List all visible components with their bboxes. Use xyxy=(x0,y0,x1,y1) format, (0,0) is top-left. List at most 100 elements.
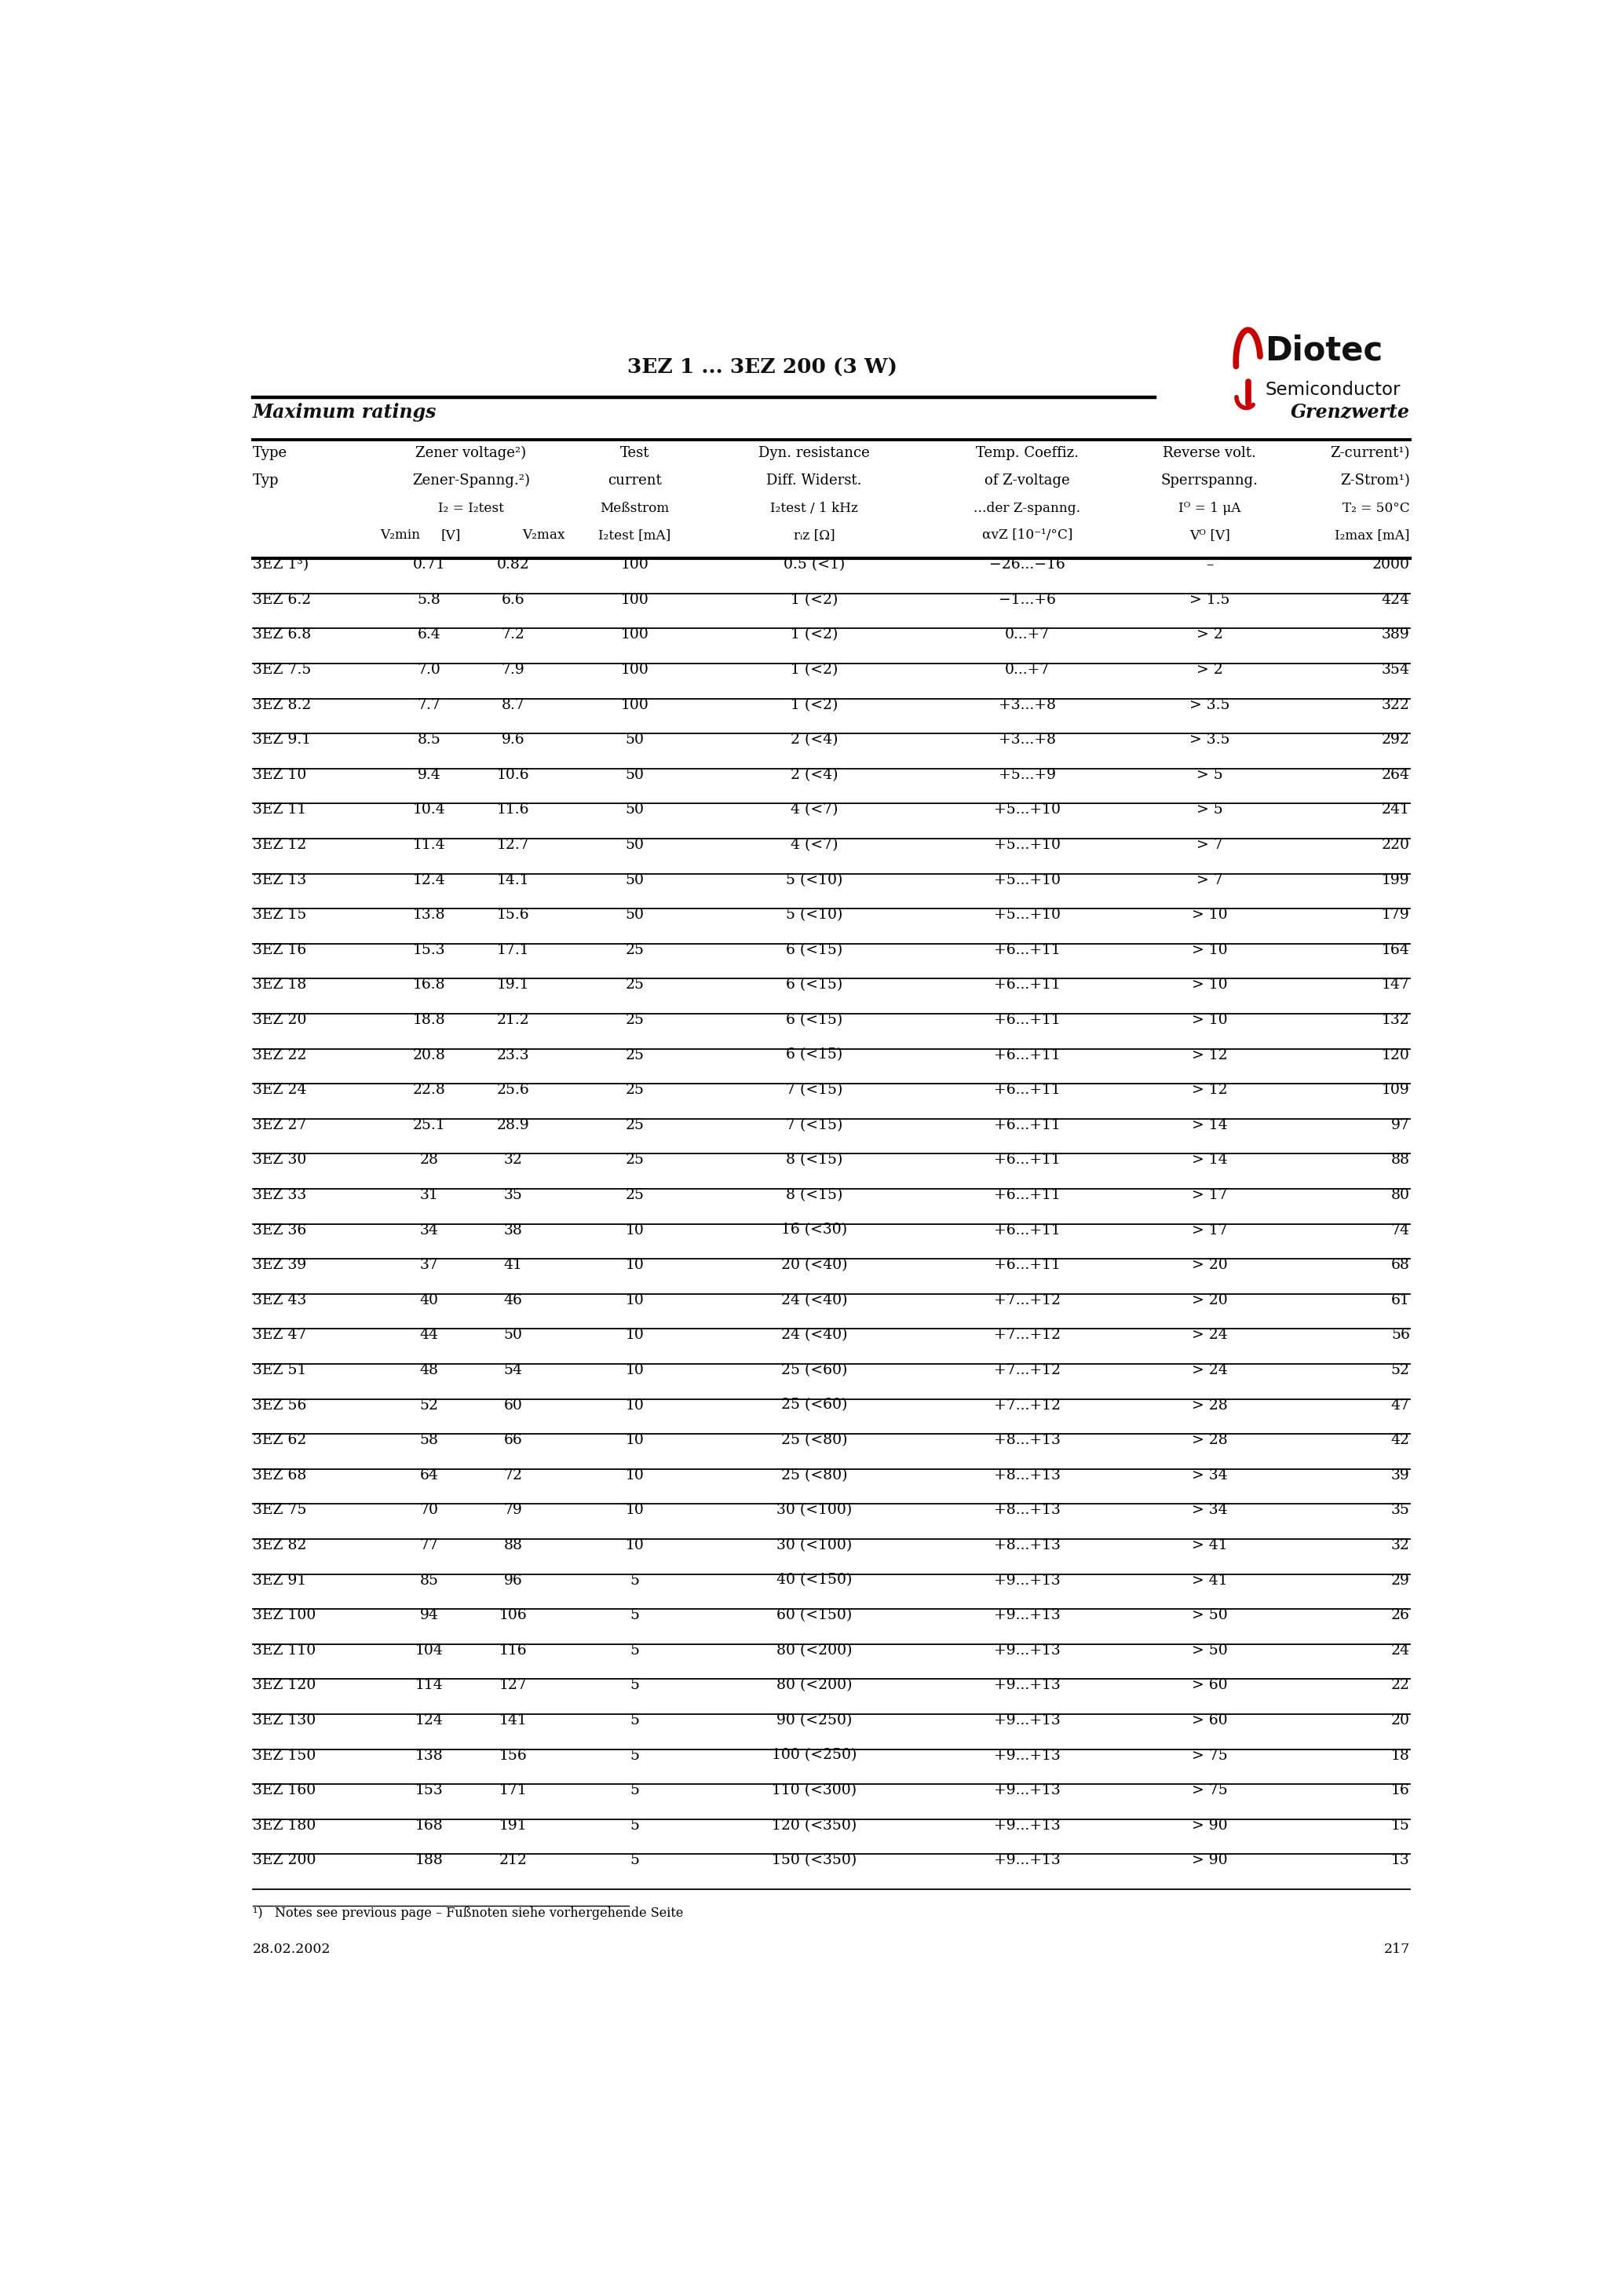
Text: 50: 50 xyxy=(504,1327,522,1343)
Text: 1 (<2): 1 (<2) xyxy=(790,698,839,712)
Text: +6...+11: +6...+11 xyxy=(994,1118,1061,1132)
Text: 4 (<7): 4 (<7) xyxy=(790,838,839,852)
Text: > 5: > 5 xyxy=(1197,767,1223,783)
Text: 24 (<40): 24 (<40) xyxy=(782,1327,847,1343)
Text: 14.1: 14.1 xyxy=(496,872,529,886)
Text: 25: 25 xyxy=(626,1047,644,1063)
Text: 100: 100 xyxy=(621,664,649,677)
Text: 5 (<10): 5 (<10) xyxy=(785,907,843,923)
Text: Reverse volt.: Reverse volt. xyxy=(1163,445,1257,461)
Text: 25: 25 xyxy=(626,1153,644,1166)
Text: V₂max: V₂max xyxy=(522,528,564,542)
Text: +7...+12: +7...+12 xyxy=(994,1364,1061,1378)
Text: 16.8: 16.8 xyxy=(412,978,446,992)
Text: 132: 132 xyxy=(1382,1013,1410,1026)
Text: +6...+11: +6...+11 xyxy=(994,1187,1061,1203)
Text: 4 (<7): 4 (<7) xyxy=(790,804,839,817)
Text: 30 (<100): 30 (<100) xyxy=(777,1504,852,1518)
Text: > 10: > 10 xyxy=(1192,907,1228,923)
Text: 7.2: 7.2 xyxy=(501,627,526,643)
Text: 64: 64 xyxy=(420,1467,438,1483)
Text: 3EZ 1³): 3EZ 1³) xyxy=(253,558,308,572)
Text: 3EZ 150: 3EZ 150 xyxy=(253,1747,316,1763)
Text: +9...+13: +9...+13 xyxy=(994,1607,1061,1623)
Text: > 17: > 17 xyxy=(1192,1187,1228,1203)
Text: 5: 5 xyxy=(629,1784,639,1798)
Text: 0...+7: 0...+7 xyxy=(1004,627,1049,643)
Text: 322: 322 xyxy=(1382,698,1410,712)
Text: 10: 10 xyxy=(626,1364,644,1378)
Text: 100: 100 xyxy=(621,592,649,606)
Text: 292: 292 xyxy=(1382,732,1410,746)
Text: Iᴼ = 1 μA: Iᴼ = 1 μA xyxy=(1179,501,1241,514)
Text: Zener-Spanng.²): Zener-Spanng.²) xyxy=(412,473,530,487)
Text: Diff. Widerst.: Diff. Widerst. xyxy=(767,473,861,487)
Text: current: current xyxy=(608,473,662,487)
Text: 9.4: 9.4 xyxy=(417,767,441,783)
Text: +5...+10: +5...+10 xyxy=(994,804,1061,817)
Text: 54: 54 xyxy=(504,1364,522,1378)
Text: Maximum ratings: Maximum ratings xyxy=(253,404,436,422)
Text: 5: 5 xyxy=(629,1573,639,1587)
Text: of Z-voltage: of Z-voltage xyxy=(985,473,1071,487)
Text: Zener voltage²): Zener voltage²) xyxy=(415,445,527,461)
Text: Type: Type xyxy=(253,445,287,461)
Text: 156: 156 xyxy=(500,1747,527,1763)
Text: 5: 5 xyxy=(629,1713,639,1727)
Text: 1 (<2): 1 (<2) xyxy=(790,627,839,643)
Text: > 90: > 90 xyxy=(1192,1818,1228,1832)
Text: +7...+12: +7...+12 xyxy=(994,1327,1061,1343)
Text: 25: 25 xyxy=(626,1084,644,1097)
Text: 3EZ 100: 3EZ 100 xyxy=(253,1607,316,1623)
Text: > 28: > 28 xyxy=(1192,1433,1228,1446)
Text: 8 (<15): 8 (<15) xyxy=(785,1153,843,1166)
Text: 80: 80 xyxy=(1392,1187,1410,1203)
Text: 3EZ 15: 3EZ 15 xyxy=(253,907,307,923)
Text: 3EZ 62: 3EZ 62 xyxy=(253,1433,307,1446)
Text: 25: 25 xyxy=(626,978,644,992)
Text: 58: 58 xyxy=(420,1433,438,1446)
Text: −26...−16: −26...−16 xyxy=(989,558,1066,572)
Text: 25: 25 xyxy=(626,1013,644,1026)
Text: 3EZ 43: 3EZ 43 xyxy=(253,1293,307,1306)
Text: > 2: > 2 xyxy=(1197,664,1223,677)
Text: 120 (<350): 120 (<350) xyxy=(772,1818,856,1832)
Text: 19.1: 19.1 xyxy=(496,978,529,992)
Text: 34: 34 xyxy=(420,1224,438,1238)
Text: +6...+11: +6...+11 xyxy=(994,1084,1061,1097)
Text: > 2: > 2 xyxy=(1197,627,1223,643)
Text: 68: 68 xyxy=(1392,1258,1410,1272)
Text: 35: 35 xyxy=(504,1187,522,1203)
Text: 3EZ 75: 3EZ 75 xyxy=(253,1504,307,1518)
Text: 127: 127 xyxy=(500,1678,527,1692)
Text: 29: 29 xyxy=(1392,1573,1410,1587)
Text: +9...+13: +9...+13 xyxy=(994,1747,1061,1763)
Text: Meßstrom: Meßstrom xyxy=(600,501,670,514)
Text: 37: 37 xyxy=(420,1258,438,1272)
Text: +7...+12: +7...+12 xyxy=(994,1398,1061,1412)
Text: 109: 109 xyxy=(1382,1084,1410,1097)
Text: 199: 199 xyxy=(1382,872,1410,886)
Text: > 12: > 12 xyxy=(1192,1084,1228,1097)
Text: 3EZ 120: 3EZ 120 xyxy=(253,1678,316,1692)
Text: 3EZ 47: 3EZ 47 xyxy=(253,1327,307,1343)
Text: 32: 32 xyxy=(504,1153,522,1166)
Text: 16: 16 xyxy=(1392,1784,1410,1798)
Text: 47: 47 xyxy=(1392,1398,1410,1412)
Text: 106: 106 xyxy=(500,1607,527,1623)
Text: 10: 10 xyxy=(626,1327,644,1343)
Text: –: – xyxy=(1207,558,1213,572)
Text: +8...+13: +8...+13 xyxy=(994,1538,1061,1552)
Text: > 7: > 7 xyxy=(1197,838,1223,852)
Text: > 3.5: > 3.5 xyxy=(1189,698,1229,712)
Text: 10: 10 xyxy=(626,1538,644,1552)
Text: > 17: > 17 xyxy=(1192,1224,1228,1238)
Text: 10: 10 xyxy=(626,1504,644,1518)
Text: 26: 26 xyxy=(1392,1607,1410,1623)
Text: 16 (<30): 16 (<30) xyxy=(782,1224,847,1238)
Text: > 20: > 20 xyxy=(1192,1293,1228,1306)
Text: +8...+13: +8...+13 xyxy=(994,1433,1061,1446)
Text: 9.6: 9.6 xyxy=(501,732,524,746)
Text: 40: 40 xyxy=(420,1293,438,1306)
Text: 3EZ 82: 3EZ 82 xyxy=(253,1538,307,1552)
